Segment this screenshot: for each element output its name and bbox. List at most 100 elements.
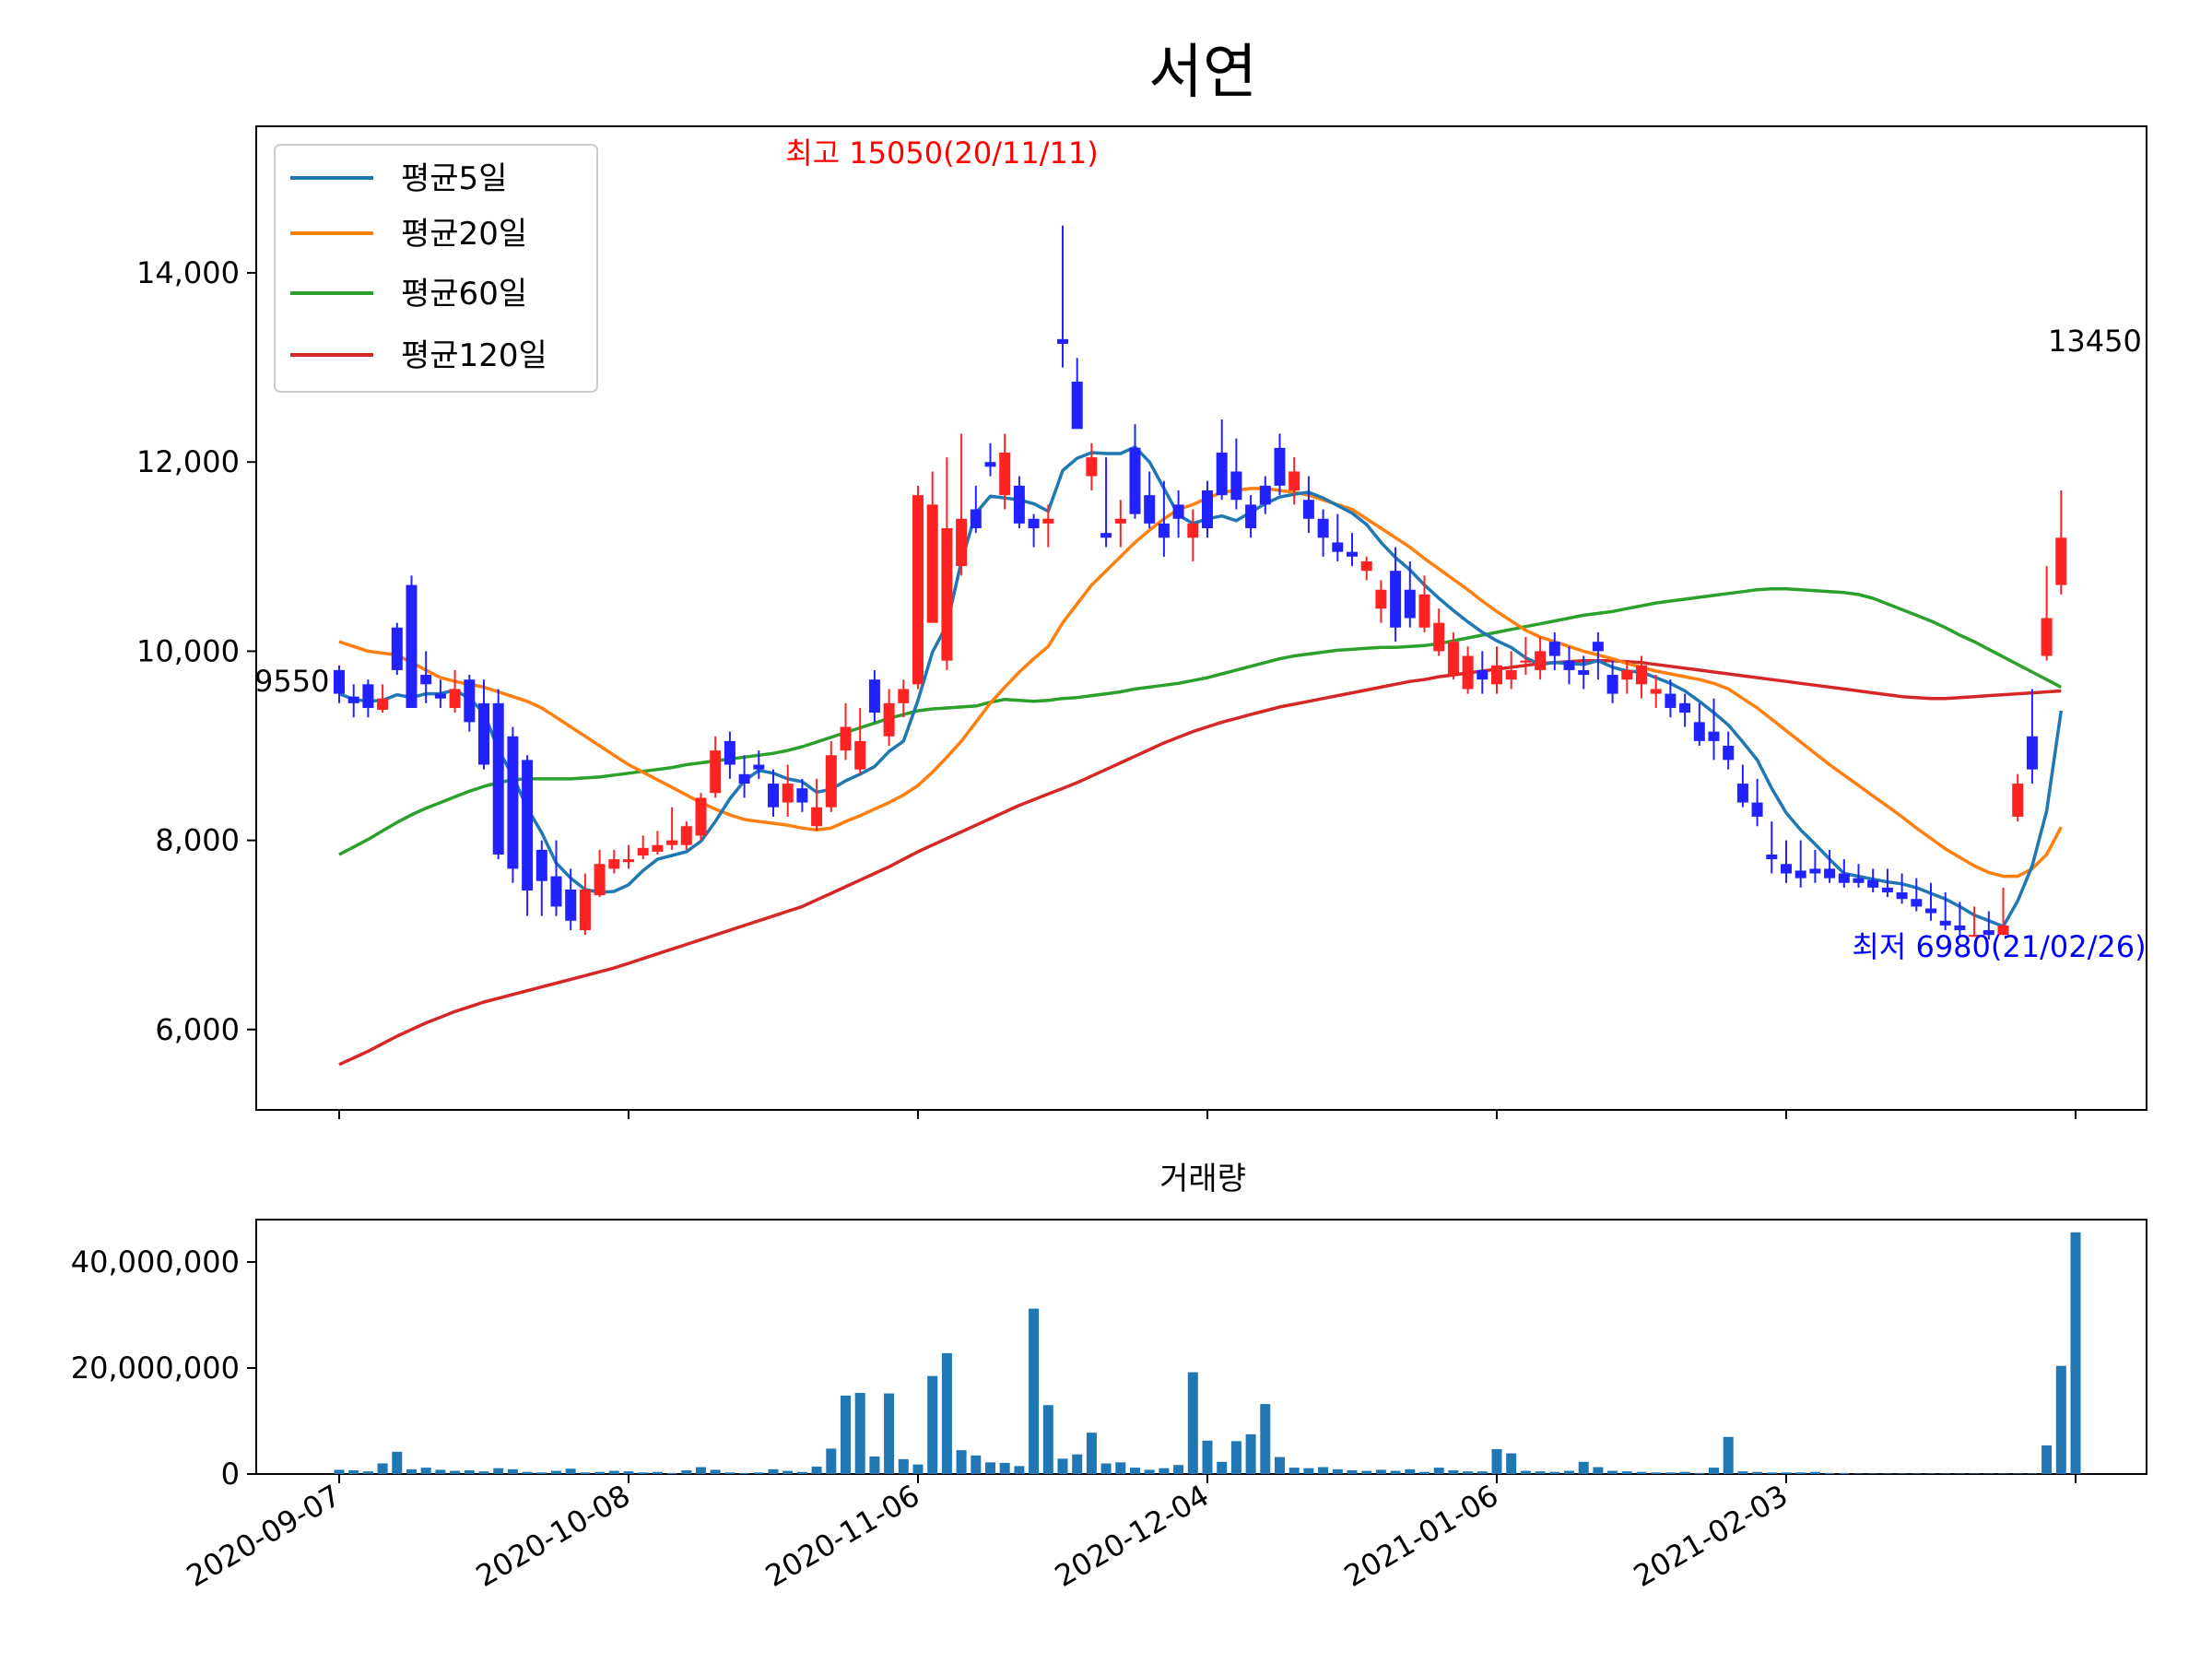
- candle-down: [420, 651, 432, 703]
- candle-down: [1781, 840, 1792, 883]
- volume-bar: [1549, 1471, 1560, 1474]
- volume-bar: [406, 1468, 417, 1474]
- candle-down: [1925, 882, 1936, 921]
- volume-bar: [1057, 1458, 1068, 1474]
- volume-bar: [999, 1462, 1010, 1474]
- candle-body: [464, 679, 476, 723]
- candle-body: [811, 807, 823, 827]
- candle-up: [1433, 608, 1445, 656]
- volume-bar: [1781, 1472, 1792, 1474]
- candle-body: [1969, 935, 1981, 938]
- candle-up: [1086, 442, 1098, 490]
- candle-down: [1317, 509, 1329, 557]
- candle-body: [680, 826, 692, 845]
- candle-body: [1418, 594, 1430, 628]
- candle-down: [347, 684, 359, 718]
- volume-bar: [478, 1471, 489, 1474]
- volume-bar: [841, 1395, 851, 1474]
- candle-down: [753, 750, 765, 779]
- volume-bar: [1375, 1469, 1386, 1474]
- candle-body: [1809, 868, 1821, 874]
- volume-bar: [1230, 1441, 1241, 1474]
- volume-bar: [1795, 1472, 1806, 1474]
- candle-body: [1332, 542, 1344, 552]
- volume-bar: [1593, 1467, 1604, 1474]
- candle-body: [1028, 518, 1040, 529]
- volume-bar: [1665, 1472, 1676, 1474]
- x-date-label: 2021-02-03: [1628, 1478, 1794, 1594]
- candle-body: [2041, 618, 2053, 656]
- candle-body: [1563, 660, 1575, 670]
- candle-down: [1896, 873, 1908, 904]
- candle-body: [898, 689, 910, 703]
- candle-body: [1751, 802, 1763, 817]
- candle-body: [1462, 655, 1474, 690]
- candle-body: [1578, 669, 1590, 676]
- candle-body: [825, 755, 837, 808]
- candle-down: [1129, 424, 1141, 519]
- candle-down: [1809, 849, 1821, 883]
- candle-up: [695, 793, 707, 841]
- candle-body: [695, 797, 707, 836]
- volume-bar: [1042, 1405, 1053, 1474]
- candle-down: [768, 769, 779, 817]
- candle-body: [1057, 338, 1068, 344]
- volume-bar: [985, 1462, 995, 1474]
- candle-up: [377, 684, 389, 714]
- candle-body: [1911, 899, 1923, 907]
- ma5-line: [338, 445, 2064, 928]
- volume-bar: [580, 1472, 591, 1474]
- candle-body: [1274, 447, 1286, 486]
- volume-bar: [2055, 1365, 2066, 1474]
- candle-body: [999, 452, 1011, 496]
- candle-body: [1679, 702, 1691, 714]
- candle-down: [1259, 476, 1271, 514]
- volume-bar: [608, 1470, 619, 1474]
- volume-bar: [1275, 1457, 1285, 1474]
- candle-up: [1535, 637, 1547, 680]
- low-annotation: 최저 6980(21/02/26): [1852, 929, 2146, 964]
- candle-body: [1708, 731, 1720, 741]
- volume-bar: [1029, 1308, 1040, 1474]
- volume-bar: [334, 1469, 345, 1474]
- volume-bar: [1491, 1448, 1502, 1474]
- candle-body: [1144, 495, 1156, 524]
- candle-down: [738, 755, 750, 798]
- volume-bar: [884, 1393, 895, 1474]
- ma20-line: [338, 487, 2063, 879]
- candle-body: [1404, 589, 1416, 619]
- volume-bar: [1752, 1471, 1763, 1474]
- legend-label-ma60: 평균60일: [401, 276, 527, 313]
- candle-up: [912, 485, 924, 690]
- volume-bar: [1202, 1440, 1213, 1474]
- candle-body: [1693, 722, 1705, 741]
- candle-down: [1867, 868, 1879, 893]
- volume-bar: [507, 1468, 518, 1474]
- candle-up: [1288, 457, 1300, 505]
- price-y-tick-label: 8,000: [155, 823, 240, 858]
- volume-bar: [768, 1468, 779, 1474]
- candle-up: [666, 807, 678, 850]
- volume-bar: [811, 1466, 822, 1474]
- candle-body: [434, 693, 446, 699]
- x-date-label: 2021-01-06: [1338, 1478, 1504, 1594]
- candle-down: [984, 442, 996, 477]
- candle-up: [898, 679, 910, 718]
- volume-bar: [1390, 1470, 1401, 1474]
- candle-body: [594, 864, 606, 896]
- candle-down: [1838, 859, 1850, 888]
- moving-average-lines: [338, 445, 2064, 1067]
- candle-body: [1650, 689, 1662, 694]
- candle-body: [1520, 660, 1532, 663]
- candle-body: [550, 876, 562, 907]
- candle-up: [1969, 906, 1981, 938]
- volume-y-tick-label: 20,000,000: [71, 1350, 240, 1386]
- candle-down: [1578, 655, 1590, 690]
- volume-bar: [536, 1472, 547, 1474]
- candle-body: [420, 675, 432, 685]
- volume-bar: [1419, 1471, 1430, 1474]
- candle-down: [1563, 646, 1575, 685]
- candle-down: [1679, 693, 1691, 727]
- volume-bar: [1187, 1372, 1198, 1474]
